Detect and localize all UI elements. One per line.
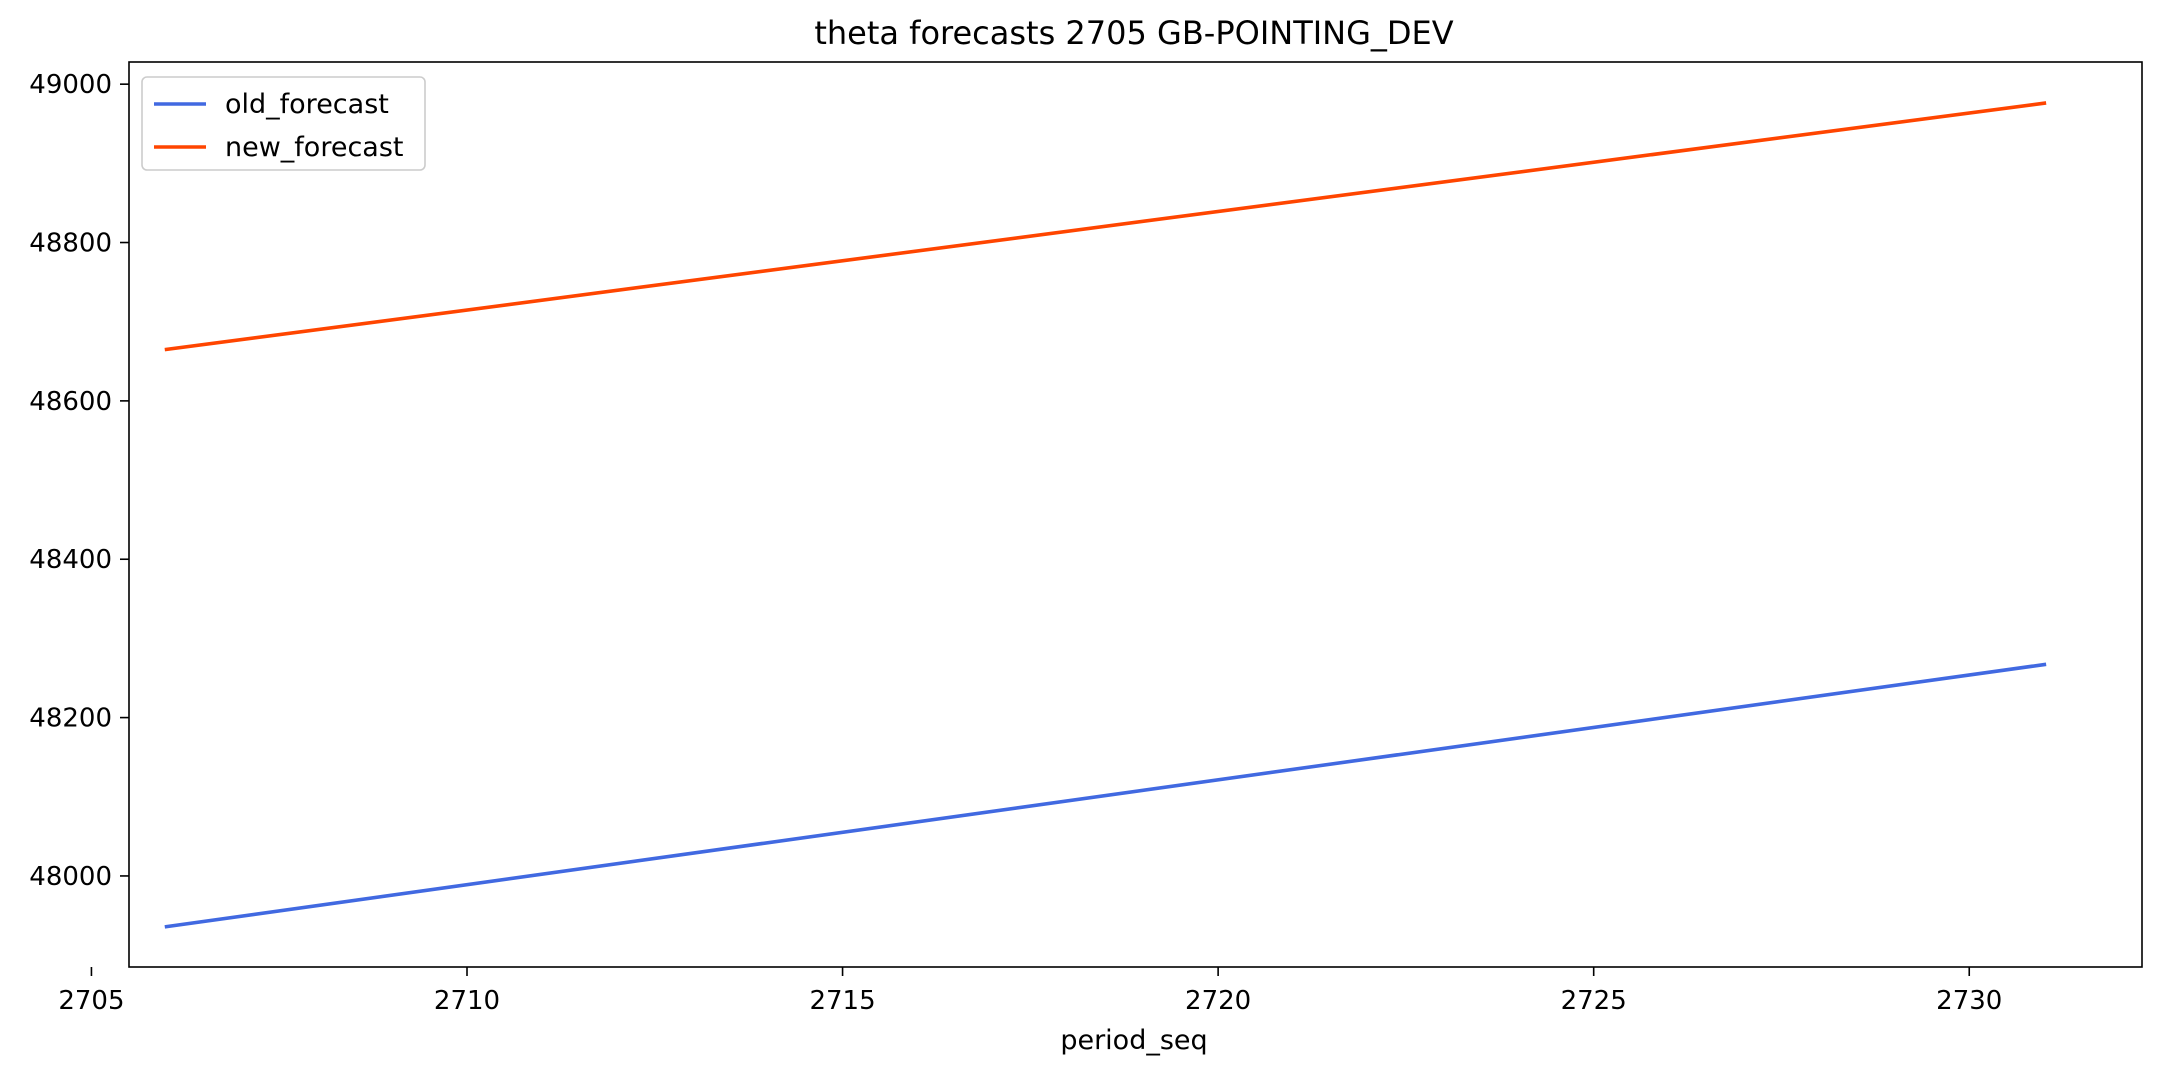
chart-title: theta forecasts 2705 GB-POINTING_DEV — [814, 14, 1453, 52]
x-tick-label: 2730 — [1936, 986, 2002, 1016]
plot-area — [129, 62, 2142, 967]
y-tick-label: 48600 — [29, 387, 112, 417]
legend: old_forecast new_forecast — [141, 76, 426, 171]
x-tick-label: 2725 — [1561, 986, 1627, 1016]
x-tick-label: 2710 — [434, 986, 500, 1016]
x-tick-label: 2705 — [58, 986, 124, 1016]
legend-label-old_forecast: old_forecast — [225, 89, 389, 120]
axes-group — [128, 61, 2143, 968]
legend-label-new_forecast: new_forecast — [225, 132, 404, 163]
x-tick-label: 2720 — [1185, 986, 1251, 1016]
y-tick-label: 48800 — [29, 229, 112, 259]
series-line-old_forecast — [164, 662, 2047, 929]
legend-frame — [141, 76, 426, 171]
ticks-group: 2705 2710 2715 2720 2725 2730 48000 48200 48400 4… — [29, 70, 2002, 1016]
y-tick-label: 49000 — [29, 70, 112, 100]
y-tick-label: 48000 — [29, 862, 112, 892]
y-tick-label: 48200 — [29, 704, 112, 734]
x-tick-label: 2715 — [809, 986, 875, 1016]
x-axis-label: period_seq — [1060, 1025, 1207, 1056]
series-line-new_forecast — [164, 101, 2047, 352]
axes-frame — [128, 61, 2143, 968]
y-tick-label: 48400 — [29, 545, 112, 575]
plot-background — [129, 62, 2142, 967]
series-group — [164, 101, 2047, 929]
